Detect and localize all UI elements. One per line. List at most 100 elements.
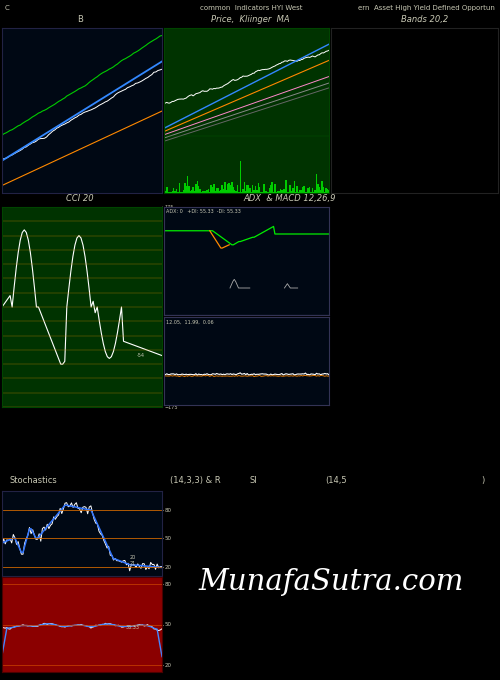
Bar bbox=[250, 192, 252, 193]
Text: ern  Asset High Yield Defined Opportun: ern Asset High Yield Defined Opportun bbox=[358, 5, 495, 11]
Bar bbox=[263, 184, 264, 193]
Bar bbox=[212, 187, 214, 193]
Bar bbox=[192, 187, 194, 193]
Bar bbox=[299, 190, 300, 193]
Bar bbox=[231, 182, 232, 193]
Text: 20
21: 20 21 bbox=[130, 555, 136, 566]
Bar bbox=[260, 192, 262, 193]
Bar bbox=[220, 190, 222, 193]
Bar bbox=[200, 192, 202, 193]
Bar bbox=[236, 185, 238, 193]
Bar bbox=[188, 186, 190, 193]
Bar bbox=[255, 186, 256, 193]
Bar bbox=[196, 181, 198, 193]
Bar bbox=[180, 192, 182, 193]
Bar bbox=[209, 192, 210, 193]
Bar bbox=[194, 192, 195, 193]
Bar bbox=[184, 184, 186, 193]
Bar bbox=[281, 190, 282, 193]
Bar bbox=[266, 190, 268, 193]
Bar bbox=[273, 192, 274, 193]
Text: (14,3,3) & R: (14,3,3) & R bbox=[170, 476, 220, 485]
Bar bbox=[174, 191, 176, 193]
Bar bbox=[262, 192, 263, 193]
Bar bbox=[309, 187, 310, 193]
Bar bbox=[328, 190, 330, 193]
Bar bbox=[169, 192, 170, 193]
Bar bbox=[226, 190, 227, 193]
Bar bbox=[206, 190, 208, 193]
Bar bbox=[246, 185, 248, 193]
Bar bbox=[324, 192, 326, 193]
Bar bbox=[208, 189, 209, 193]
Bar bbox=[170, 192, 172, 193]
Bar bbox=[210, 185, 212, 193]
Bar bbox=[190, 190, 191, 193]
Bar bbox=[182, 192, 183, 193]
Bar bbox=[177, 192, 178, 193]
Text: ADX: 0   +DI: 55.33  -DI: 55.33: ADX: 0 +DI: 55.33 -DI: 55.33 bbox=[166, 209, 240, 214]
Bar bbox=[164, 191, 166, 193]
Bar bbox=[195, 184, 196, 193]
Bar bbox=[204, 191, 205, 193]
Text: 36.33: 36.33 bbox=[125, 625, 139, 630]
Bar bbox=[268, 188, 270, 193]
Bar bbox=[238, 192, 240, 193]
Bar bbox=[205, 191, 206, 193]
Text: B: B bbox=[77, 15, 83, 24]
Bar bbox=[272, 182, 273, 193]
Bar bbox=[244, 182, 245, 193]
Text: SI: SI bbox=[250, 476, 258, 485]
Bar bbox=[306, 192, 308, 193]
Text: ADX  & MACD 12,26,9: ADX & MACD 12,26,9 bbox=[244, 194, 336, 203]
Bar bbox=[320, 190, 322, 193]
Bar bbox=[274, 184, 276, 193]
Bar bbox=[278, 190, 280, 193]
Bar bbox=[254, 190, 255, 193]
Bar bbox=[187, 176, 188, 193]
Bar bbox=[214, 192, 216, 193]
Bar bbox=[258, 184, 259, 193]
Bar bbox=[298, 192, 299, 193]
Bar bbox=[230, 186, 232, 193]
Bar bbox=[202, 191, 203, 193]
Bar bbox=[267, 192, 268, 193]
Bar bbox=[310, 192, 312, 193]
Bar bbox=[280, 189, 281, 193]
Bar bbox=[277, 190, 278, 193]
Bar bbox=[234, 190, 235, 193]
Bar bbox=[304, 192, 306, 193]
Text: Bands 20,2: Bands 20,2 bbox=[402, 15, 448, 24]
Text: ): ) bbox=[482, 476, 485, 485]
Bar bbox=[259, 187, 260, 193]
Bar bbox=[312, 188, 313, 193]
Bar bbox=[218, 188, 219, 193]
Bar bbox=[172, 191, 173, 193]
Bar bbox=[223, 188, 224, 193]
Bar bbox=[232, 187, 234, 193]
Bar bbox=[178, 183, 180, 193]
Bar bbox=[191, 190, 192, 193]
Bar bbox=[228, 184, 230, 193]
Bar bbox=[256, 190, 258, 193]
Bar bbox=[242, 188, 244, 193]
Bar bbox=[292, 188, 294, 193]
Bar bbox=[276, 192, 277, 193]
Bar bbox=[302, 187, 304, 193]
Text: (14,5: (14,5 bbox=[325, 476, 346, 485]
Bar bbox=[282, 189, 284, 193]
Bar bbox=[322, 186, 324, 193]
Bar bbox=[222, 185, 223, 193]
Bar bbox=[245, 191, 246, 193]
Bar bbox=[322, 181, 323, 193]
Bar bbox=[286, 192, 288, 193]
Bar bbox=[318, 187, 320, 193]
Bar bbox=[316, 174, 318, 193]
Bar bbox=[264, 191, 266, 193]
Bar bbox=[248, 185, 250, 193]
Text: common  Indicators HYI West: common Indicators HYI West bbox=[200, 5, 302, 11]
Bar bbox=[286, 180, 287, 193]
Bar bbox=[327, 189, 328, 193]
Bar bbox=[308, 188, 309, 193]
Bar bbox=[186, 186, 187, 193]
